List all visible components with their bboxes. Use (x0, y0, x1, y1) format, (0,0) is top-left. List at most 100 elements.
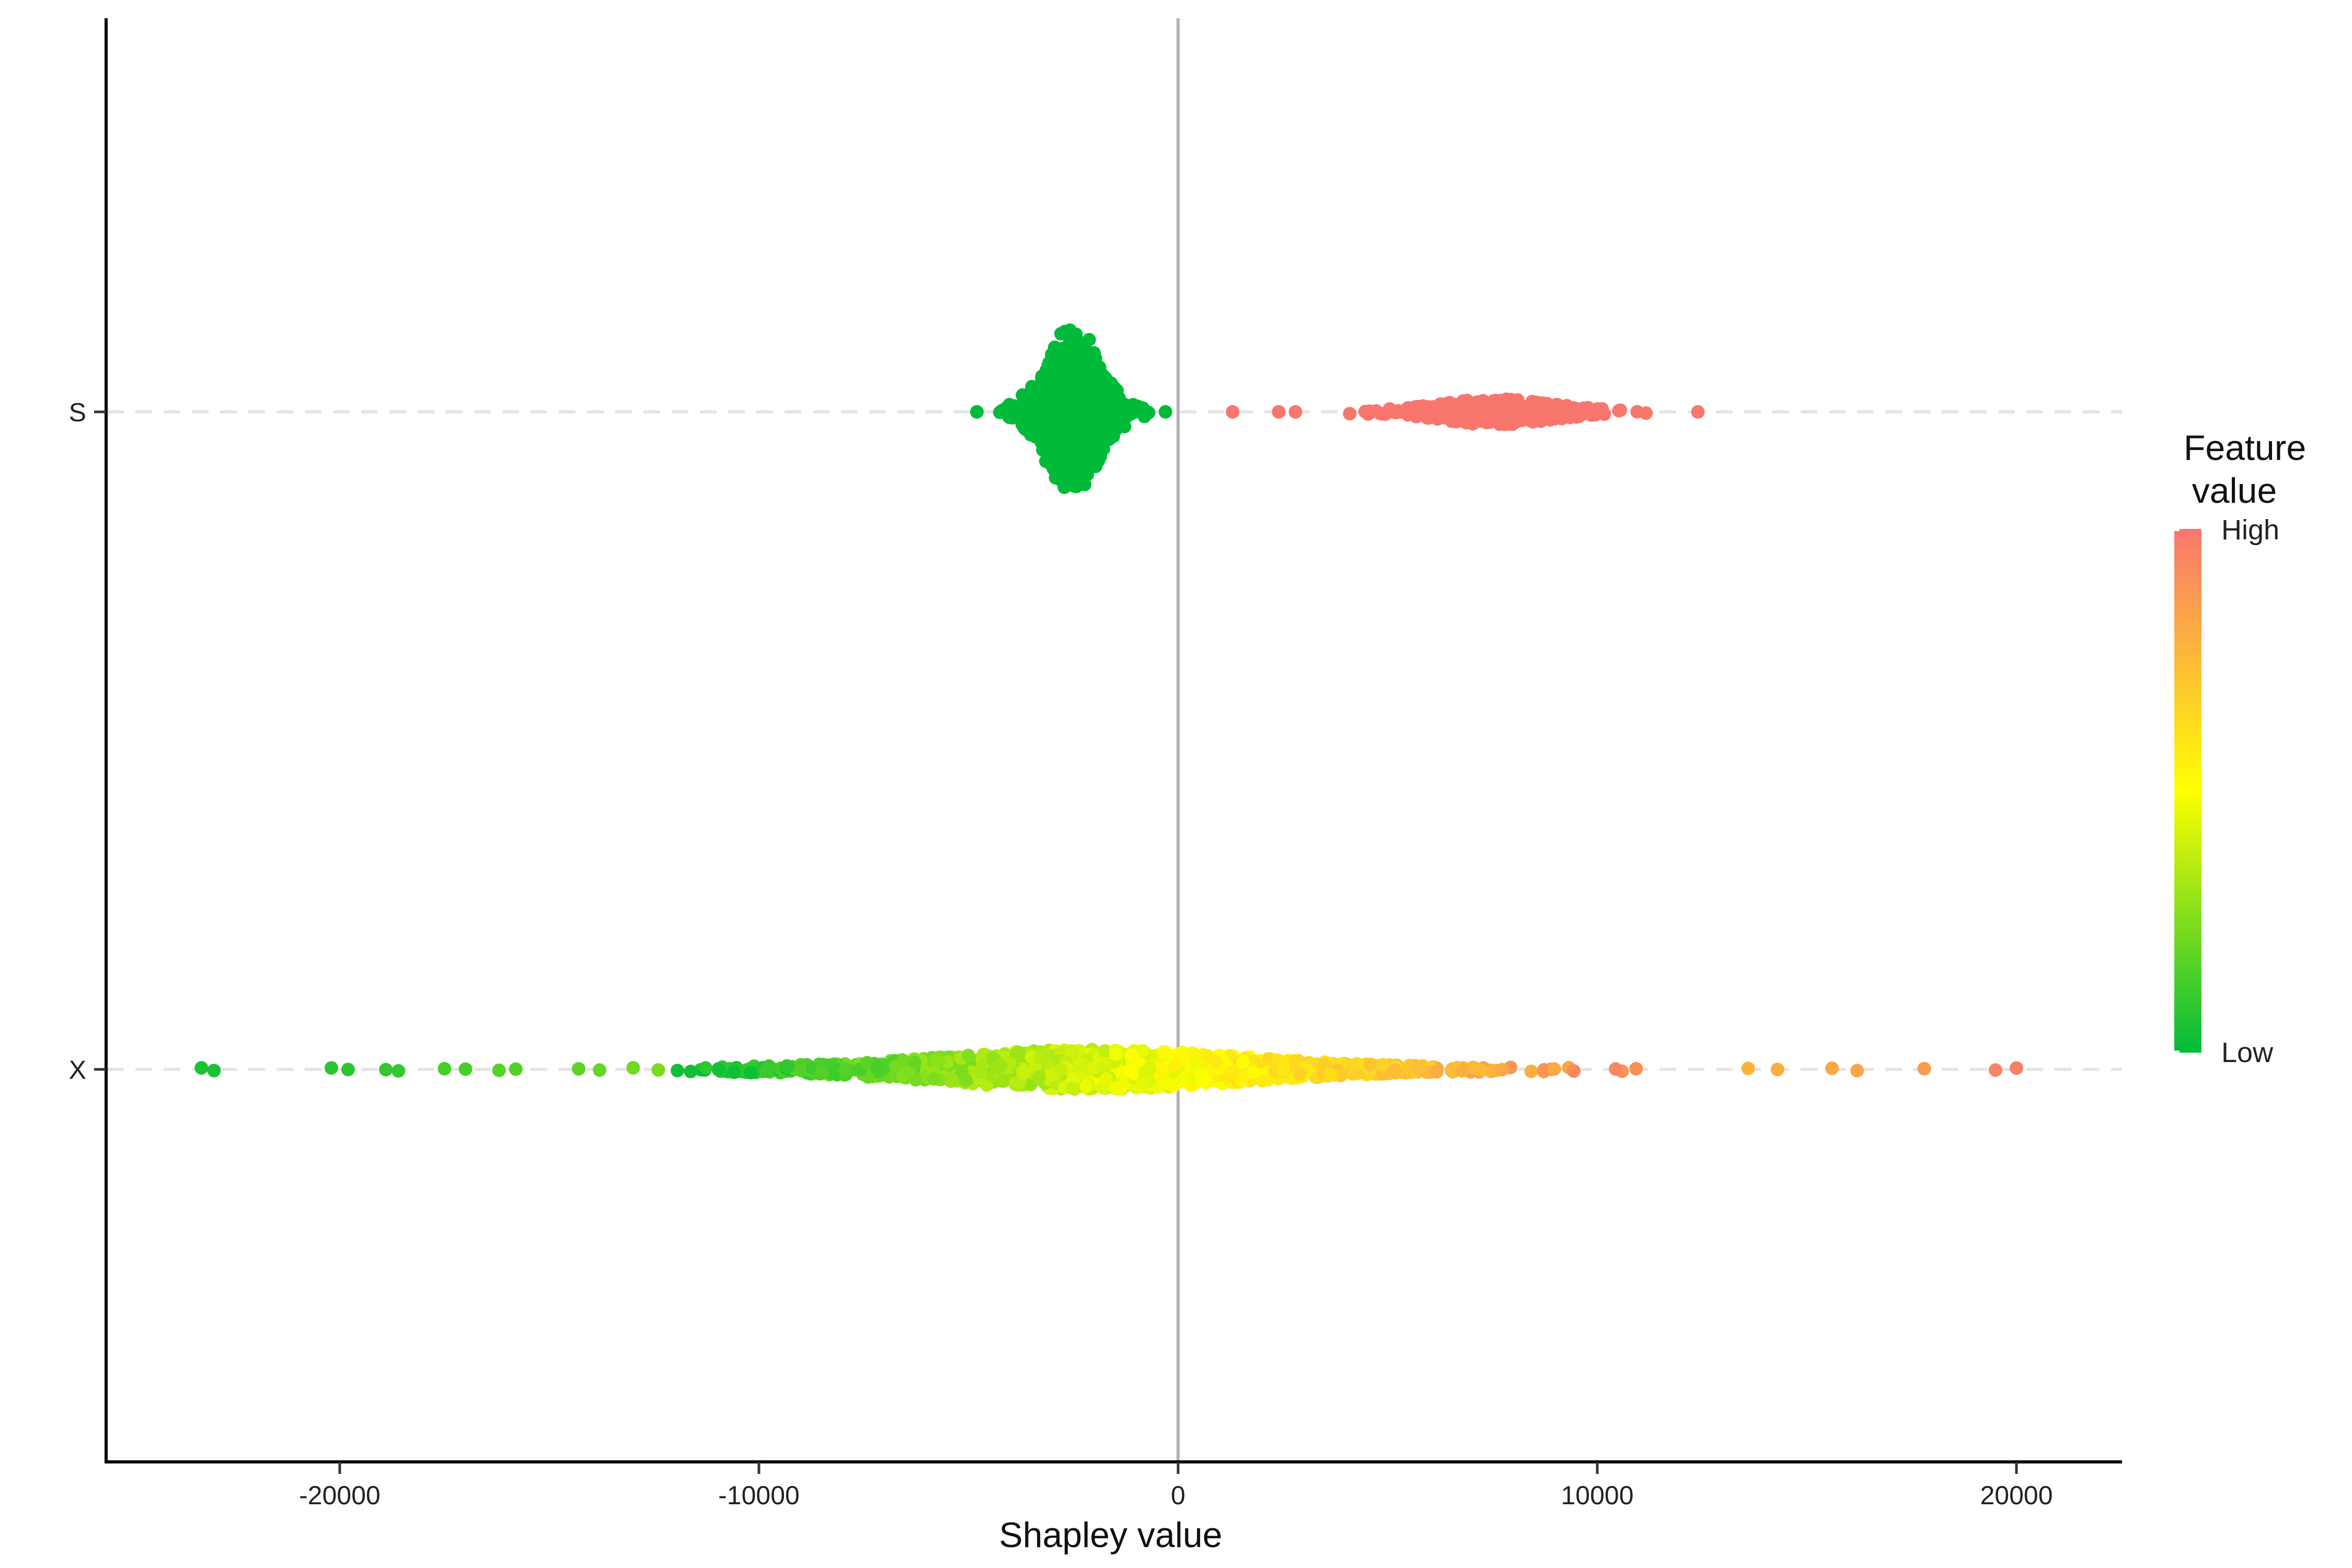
data-point-s (1613, 403, 1628, 417)
data-point-x (759, 1064, 773, 1078)
data-point-x (1412, 1060, 1426, 1075)
data-point-s (1544, 411, 1559, 425)
data-point-x (1537, 1063, 1551, 1077)
data-point-x (593, 1063, 607, 1077)
data-point-x (1168, 1058, 1182, 1073)
data-point-x (2010, 1061, 2023, 1075)
data-point-x (1209, 1055, 1224, 1069)
data-point-s (1051, 468, 1065, 482)
data-point-x (1255, 1074, 1269, 1088)
data-point-x (815, 1066, 829, 1080)
data-point-x (1429, 1065, 1444, 1079)
data-point-x (1016, 1066, 1030, 1080)
data-point-x (1609, 1062, 1623, 1076)
data-point-s (1084, 394, 1098, 408)
data-point-s (1691, 405, 1705, 419)
data-point-x (572, 1062, 586, 1076)
data-point-x (1333, 1068, 1347, 1082)
y-tick-label-s: S (69, 398, 86, 427)
data-point-x (1524, 1064, 1538, 1078)
data-point-x (1109, 1047, 1123, 1061)
x-tick-label: -20000 (299, 1481, 381, 1510)
data-point-s (1054, 391, 1068, 405)
data-point-x (379, 1063, 393, 1077)
data-point-x (1135, 1079, 1149, 1092)
data-point-x (437, 1062, 452, 1076)
data-point-s (1107, 381, 1121, 395)
data-point-s (1043, 456, 1057, 470)
data-point-x (727, 1065, 741, 1079)
data-point-x (1246, 1065, 1260, 1079)
data-point-s (1073, 419, 1087, 433)
data-point-x (996, 1074, 1010, 1088)
data-point-x (955, 1065, 969, 1079)
data-point-s (1119, 405, 1133, 419)
legend-label-low: Low (2221, 1037, 2274, 1068)
data-point-s (1526, 415, 1540, 429)
data-point-x (927, 1072, 941, 1086)
data-point-s (1036, 386, 1050, 400)
data-point-x (944, 1071, 958, 1086)
data-point-x (1087, 1060, 1101, 1075)
data-point-x (1070, 1058, 1084, 1072)
data-point-s (1373, 407, 1387, 421)
data-point-x (194, 1061, 209, 1075)
data-point-s (1054, 356, 1068, 370)
data-point-x (1143, 1062, 1157, 1076)
data-point-s (1639, 406, 1653, 420)
data-point-x (207, 1064, 221, 1078)
data-point-x (1065, 1081, 1079, 1095)
data-point-x (794, 1064, 808, 1078)
x-tick-label: 10000 (1561, 1481, 1633, 1510)
legend-title-line2: value (2192, 471, 2277, 511)
data-point-s (1037, 402, 1052, 416)
data-point-x (391, 1064, 406, 1078)
data-point-s (1051, 444, 1065, 458)
data-point-x (961, 1048, 975, 1063)
data-point-x (1917, 1062, 1931, 1076)
data-point-s (999, 401, 1013, 415)
data-point-s (1065, 345, 1079, 360)
data-point-s (1048, 342, 1063, 356)
data-point-s (1437, 402, 1451, 416)
data-point-s (1399, 403, 1413, 417)
data-point-x (458, 1062, 472, 1076)
x-tick-label: 0 (1171, 1481, 1185, 1510)
data-point-x (896, 1054, 910, 1068)
data-point-x (1236, 1055, 1250, 1069)
data-point-s (1534, 407, 1548, 421)
data-point-x (1323, 1068, 1338, 1082)
data-point-x (341, 1063, 355, 1077)
data-point-x (1293, 1067, 1307, 1081)
y-tick-label-x: X (69, 1055, 86, 1085)
data-point-s (1489, 410, 1503, 423)
legend-colorbar (2174, 529, 2201, 1053)
data-point-s (1085, 350, 1099, 364)
data-point-x (1124, 1048, 1138, 1062)
data-point-x (671, 1064, 685, 1078)
legend-title-line1: Feature (2184, 428, 2306, 468)
data-point-s (1087, 434, 1101, 448)
data-point-s (1082, 332, 1096, 347)
data-point-s (1063, 323, 1077, 337)
data-point-x (1276, 1063, 1290, 1077)
data-point-s (1044, 412, 1058, 426)
data-point-x (781, 1059, 795, 1074)
data-point-s (1226, 405, 1240, 419)
legend: Feature value High Low (2174, 428, 2306, 1068)
data-point-s (1288, 405, 1302, 419)
data-point-x (1054, 1063, 1068, 1077)
data-point-x (1547, 1062, 1561, 1076)
data-point-x (684, 1065, 698, 1078)
data-point-s (1515, 413, 1529, 427)
data-point-s (1064, 398, 1078, 412)
data-point-x (698, 1061, 712, 1075)
data-point-s (1065, 355, 1079, 370)
data-point-s (970, 405, 984, 419)
x-tick-label: -10000 (718, 1481, 800, 1510)
data-point-x (1079, 1079, 1093, 1093)
data-point-x (1988, 1063, 2002, 1077)
data-point-x (325, 1061, 338, 1075)
data-point-s (1071, 368, 1085, 382)
